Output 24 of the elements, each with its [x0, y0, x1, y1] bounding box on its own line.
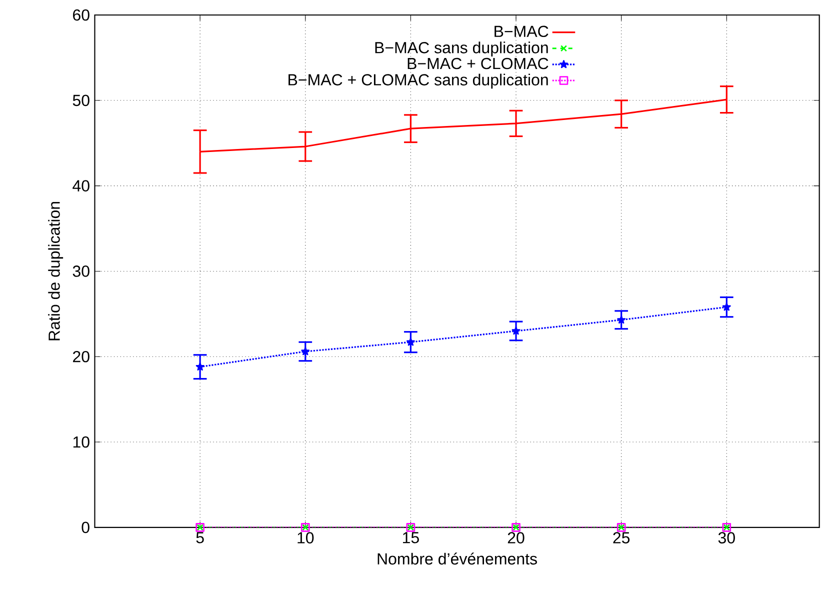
- point: [196, 362, 204, 370]
- x-tick-label: 25: [613, 532, 630, 544]
- x-tick-label: 30: [718, 532, 735, 544]
- x-tick-label: 5: [196, 532, 204, 544]
- y-tick-label: 50: [72, 94, 90, 106]
- y-tick-label: 0: [82, 522, 90, 533]
- x-tick-label: 15: [403, 532, 419, 544]
- legend-label: B−MAC sans duplication: [375, 41, 548, 56]
- y-tick-label: 40: [72, 180, 90, 192]
- y-axis-title: Ratio de duplication: [48, 202, 64, 340]
- point: [722, 302, 731, 311]
- point: [617, 315, 626, 324]
- y-tick-label: 30: [72, 265, 90, 277]
- legend-label: B−MAC + CLOMAC sans duplication: [288, 73, 548, 88]
- x-tick-label: 20: [508, 532, 524, 544]
- y-tick-label: 60: [73, 9, 90, 20]
- x-tick-label: 10: [298, 532, 314, 544]
- legend-label: B−MAC + CLOMAC: [408, 58, 548, 69]
- point: [301, 346, 310, 355]
- legend-label: B−MAC: [494, 26, 548, 37]
- point: [512, 326, 520, 334]
- x-axis-title: Nombre d’événements: [378, 552, 537, 564]
- y-tick-label: 20: [73, 350, 90, 362]
- y-tick-label: 10: [73, 436, 90, 448]
